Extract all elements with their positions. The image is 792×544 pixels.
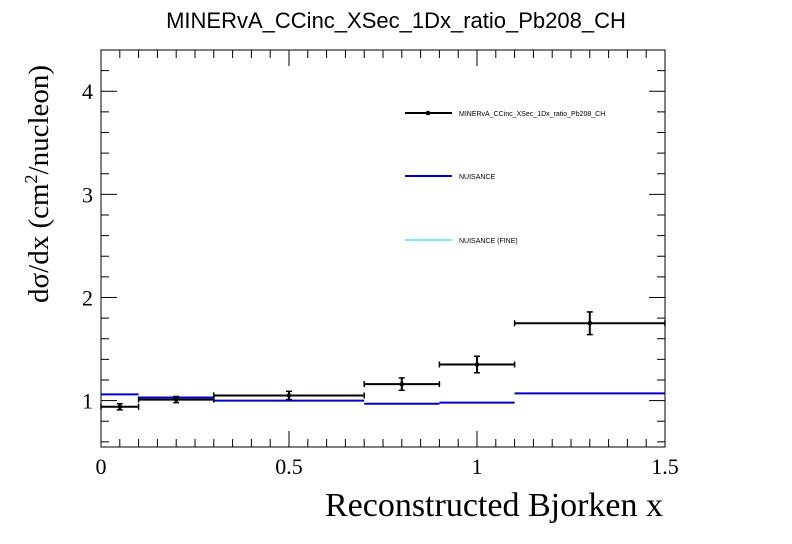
y-tick-label: 2 xyxy=(82,285,93,310)
y-tick-labels: 1 2 3 4 xyxy=(82,79,93,413)
data-point xyxy=(474,362,480,367)
plot-frame xyxy=(100,49,666,448)
x-tick-label: 0 xyxy=(96,454,107,479)
y-axis-title-main: dσ/dx (cm xyxy=(23,183,55,303)
y-tick-label: 4 xyxy=(82,79,93,104)
y-axis-title-superscript: 2 xyxy=(21,174,41,183)
y-axis-title: dσ/dx (cm2/nucleon) xyxy=(21,65,55,303)
x-tick-label: 1.5 xyxy=(651,454,679,479)
axis-ticks xyxy=(100,49,666,447)
data-point xyxy=(173,397,179,402)
legend-label: MINERvA_CCinc_XSec_1Dx_ratio_Pb208_CH xyxy=(459,111,605,118)
plot-frame-group xyxy=(100,49,666,448)
mc-series xyxy=(101,392,665,405)
y-tick-label: 1 xyxy=(82,389,93,414)
data-series xyxy=(100,311,666,411)
data-point xyxy=(399,381,405,387)
x-tick-label: 0.5 xyxy=(275,454,303,479)
x-axis-title: Reconstructed Bjorken x xyxy=(325,487,663,524)
y-axis-title-tail: /nucleon) xyxy=(23,65,55,175)
x-tick-labels: 0 0.5 1 1.5 xyxy=(96,454,679,479)
data-point xyxy=(117,404,123,410)
chart-title: MINERvA_CCinc_XSec_1Dx_ratio_Pb208_CH xyxy=(166,8,626,33)
legend: MINERvA_CCinc_XSec_1Dx_ratio_Pb208_CH NUI… xyxy=(405,110,605,245)
legend-label: NUISANCE (FINE) xyxy=(459,238,518,245)
legend-label: NUISANCE xyxy=(459,174,496,181)
legend-marker xyxy=(425,110,431,116)
x-tick-label: 1 xyxy=(472,454,483,479)
y-tick-label: 3 xyxy=(82,182,93,207)
data-point xyxy=(286,393,292,398)
data-point xyxy=(587,320,593,326)
